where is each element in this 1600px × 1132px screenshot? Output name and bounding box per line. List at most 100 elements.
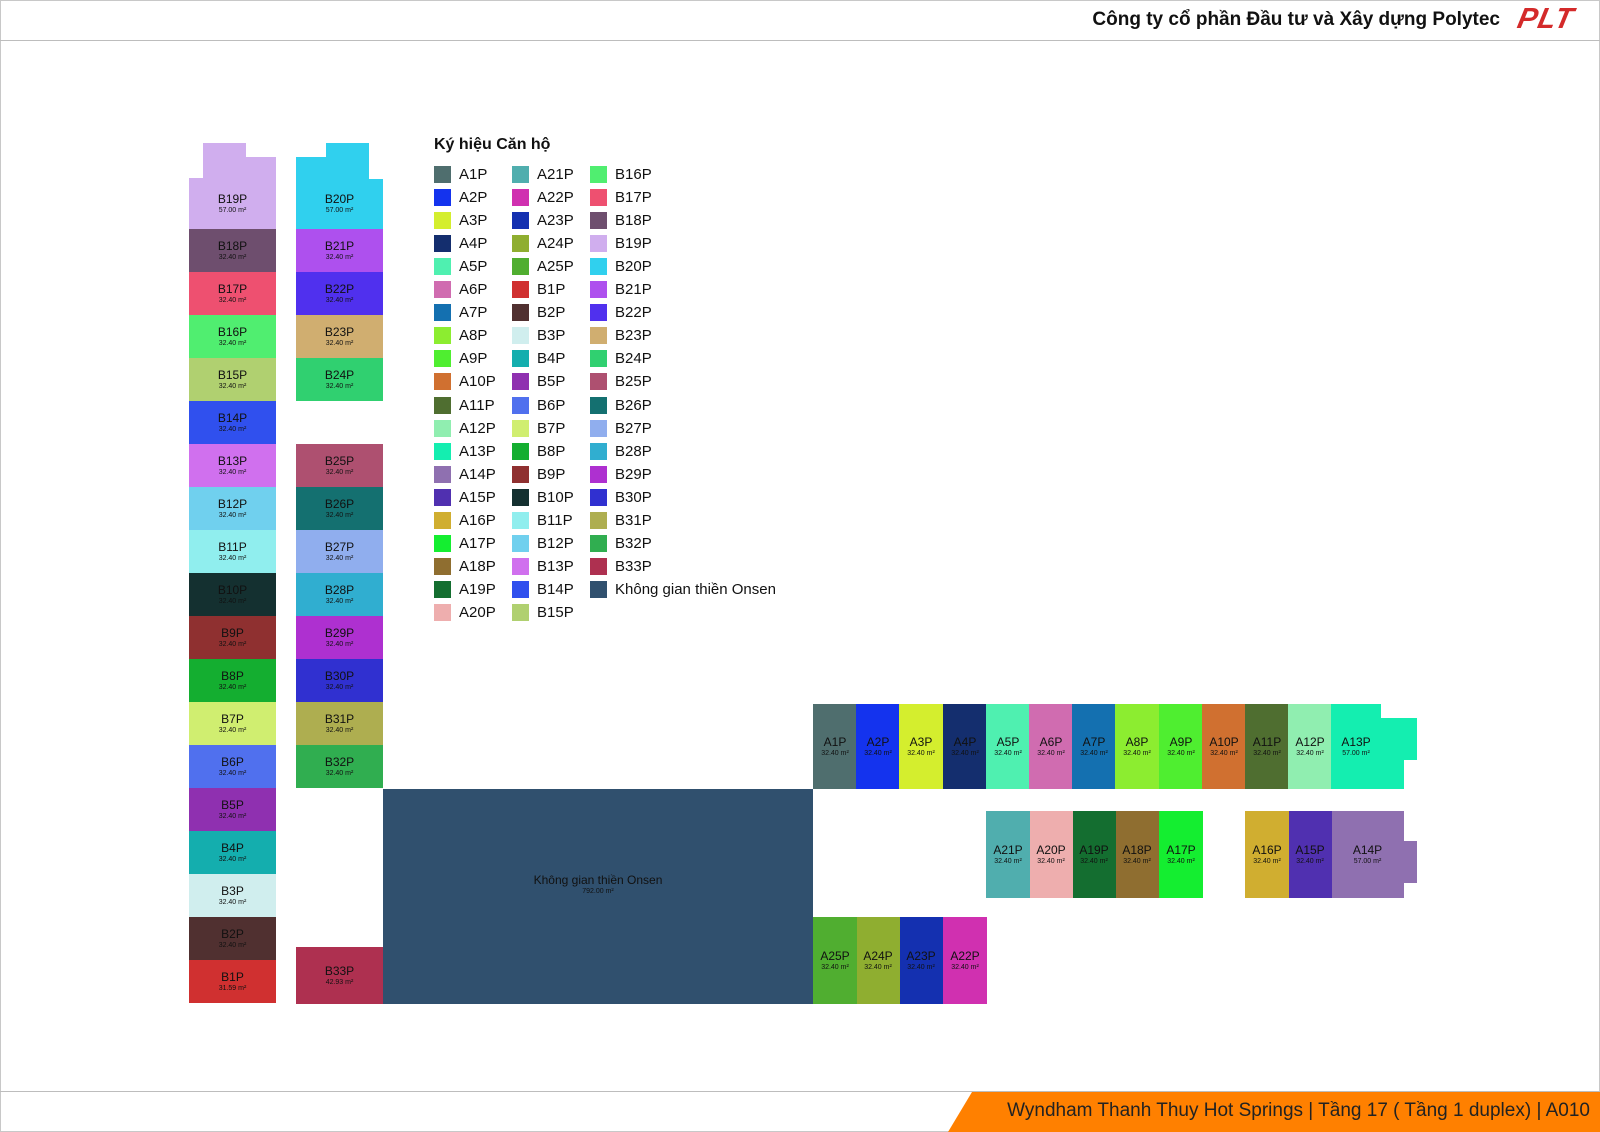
unit-text: B22P 32.40 m²: [296, 272, 383, 315]
logo-text: PLT: [1514, 3, 1578, 35]
unit-b28p[interactable]: B28P 32.40 m²: [296, 573, 383, 616]
unit-area: 32.40 m²: [325, 512, 354, 519]
legend-label: B31P: [615, 512, 652, 529]
unit-label: A22P: [950, 949, 980, 963]
unit-a20p[interactable]: A20P 32.40 m²: [1029, 811, 1073, 898]
unit-b15p[interactable]: B15P 32.40 m²: [189, 358, 276, 401]
unit-khong-gian-thien-onsen[interactable]: Không gian thiền Onsen 792.00 m²: [383, 789, 813, 1004]
legend-swatch: [512, 488, 529, 506]
legend-item-b12p: B12P: [512, 534, 574, 554]
unit-b33p[interactable]: B33P 42.93 m²: [296, 947, 383, 1004]
unit-label: B6P: [221, 755, 244, 769]
unit-b30p[interactable]: B30P 32.40 m²: [296, 659, 383, 702]
legend-swatch: [512, 558, 529, 576]
unit-a3p[interactable]: A3P 32.40 m²: [899, 704, 943, 789]
unit-b27p[interactable]: B27P 32.40 m²: [296, 530, 383, 573]
unit-b16p[interactable]: B16P 32.40 m²: [189, 315, 276, 358]
legend-item-b7p: B7P: [512, 418, 565, 438]
legend-label: A6P: [459, 281, 488, 298]
unit-b6p[interactable]: B6P 32.40 m²: [189, 745, 276, 788]
unit-b26p[interactable]: B26P 32.40 m²: [296, 487, 383, 530]
unit-label: A13P: [1341, 735, 1371, 749]
unit-a19p[interactable]: A19P 32.40 m²: [1072, 811, 1116, 898]
unit-a2p[interactable]: A2P 32.40 m²: [856, 704, 900, 789]
unit-area: 57.00 m²: [325, 207, 354, 214]
unit-b24p[interactable]: B24P 32.40 m²: [296, 358, 383, 401]
unit-b1p[interactable]: B1P 31.59 m²: [189, 960, 276, 1003]
unit-a13p[interactable]: A13P 57.00 m²: [1331, 704, 1417, 789]
unit-b9p[interactable]: B9P 32.40 m²: [189, 616, 276, 659]
unit-a4p[interactable]: A4P 32.40 m²: [943, 704, 987, 789]
unit-b31p[interactable]: B31P 32.40 m²: [296, 702, 383, 745]
unit-text: B5P 32.40 m²: [189, 788, 276, 831]
unit-a8p[interactable]: A8P 32.40 m²: [1115, 704, 1159, 789]
unit-b3p[interactable]: B3P 32.40 m²: [189, 874, 276, 917]
unit-text: A13P 57.00 m²: [1331, 704, 1381, 789]
unit-text: B12P 32.40 m²: [189, 487, 276, 530]
unit-a22p[interactable]: A22P 32.40 m²: [943, 917, 987, 1004]
unit-b10p[interactable]: B10P 32.40 m²: [189, 573, 276, 616]
unit-a11p[interactable]: A11P 32.40 m²: [1245, 704, 1289, 789]
unit-b21p[interactable]: B21P 32.40 m²: [296, 229, 383, 272]
unit-area: 32.40 m²: [325, 684, 354, 691]
unit-a17p[interactable]: A17P 32.40 m²: [1159, 811, 1203, 898]
unit-a18p[interactable]: A18P 32.40 m²: [1115, 811, 1159, 898]
unit-b25p[interactable]: B25P 32.40 m²: [296, 444, 383, 487]
unit-a6p[interactable]: A6P 32.40 m²: [1029, 704, 1073, 789]
unit-b12p[interactable]: B12P 32.40 m²: [189, 487, 276, 530]
unit-a14p[interactable]: A14P 57.00 m²: [1331, 811, 1417, 898]
unit-b23p[interactable]: B23P 32.40 m²: [296, 315, 383, 358]
unit-b18p[interactable]: B18P 32.40 m²: [189, 229, 276, 272]
unit-a10p[interactable]: A10P 32.40 m²: [1202, 704, 1246, 789]
legend-swatch: [590, 558, 607, 576]
legend-swatch: [434, 419, 451, 437]
unit-a15p[interactable]: A15P 32.40 m²: [1288, 811, 1332, 898]
unit-b20p[interactable]: B20P 57.00 m²: [296, 143, 383, 229]
unit-b19p[interactable]: B19P 57.00 m²: [189, 143, 276, 229]
legend-label: B17P: [615, 188, 652, 206]
unit-label: A15P: [1295, 843, 1325, 857]
unit-a16p[interactable]: A16P 32.40 m²: [1245, 811, 1289, 898]
unit-a5p[interactable]: A5P 32.40 m²: [986, 704, 1030, 789]
unit-b22p[interactable]: B22P 32.40 m²: [296, 272, 383, 315]
legend-label: Không gian thiền Onsen: [615, 581, 776, 599]
unit-label: A6P: [1039, 735, 1063, 749]
legend-swatch: [512, 188, 529, 206]
unit-a1p[interactable]: A1P 32.40 m²: [813, 704, 857, 789]
legend-item-a24p: A24P: [512, 233, 574, 253]
unit-b7p[interactable]: B7P 32.40 m²: [189, 702, 276, 745]
unit-a24p[interactable]: A24P 32.40 m²: [856, 917, 900, 1004]
unit-b14p[interactable]: B14P 32.40 m²: [189, 401, 276, 444]
legend-item-b32p: B32P: [590, 534, 652, 554]
unit-b8p[interactable]: B8P 32.40 m²: [189, 659, 276, 702]
legend-swatch: [434, 373, 451, 391]
unit-a9p[interactable]: A9P 32.40 m²: [1159, 704, 1203, 789]
legend-label: B9P: [537, 465, 566, 483]
unit-a12p[interactable]: A12P 32.40 m²: [1288, 704, 1332, 789]
legend-label: A25P: [537, 257, 574, 275]
unit-b17p[interactable]: B17P 32.40 m²: [189, 272, 276, 315]
unit-a21p[interactable]: A21P 32.40 m²: [986, 811, 1030, 898]
legend-swatch: [512, 304, 529, 322]
unit-b29p[interactable]: B29P 32.40 m²: [296, 616, 383, 659]
legend-label: B27P: [615, 419, 652, 437]
unit-b5p[interactable]: B5P 32.40 m²: [189, 788, 276, 831]
legend-item-a13p: A13P: [434, 441, 496, 461]
unit-text: B14P 32.40 m²: [189, 401, 276, 444]
unit-a7p[interactable]: A7P 32.40 m²: [1072, 704, 1116, 789]
legend-item-b33p: B33P: [590, 557, 652, 577]
unit-b4p[interactable]: B4P 32.40 m²: [189, 831, 276, 874]
unit-b32p[interactable]: B32P 32.40 m²: [296, 745, 383, 788]
unit-b11p[interactable]: B11P 32.40 m²: [189, 530, 276, 573]
unit-text: B33P 42.93 m²: [296, 947, 383, 1004]
unit-b13p[interactable]: B13P 32.40 m²: [189, 444, 276, 487]
unit-label: B20P: [324, 192, 355, 206]
unit-area: 31.59 m²: [218, 985, 247, 992]
unit-a25p[interactable]: A25P 32.40 m²: [813, 917, 857, 1004]
unit-b2p[interactable]: B2P 32.40 m²: [189, 917, 276, 960]
unit-label: B17P: [217, 282, 248, 296]
unit-area: 32.40 m²: [1037, 858, 1065, 865]
legend-swatch: [512, 373, 529, 391]
unit-a23p[interactable]: A23P 32.40 m²: [899, 917, 943, 1004]
unit-text: B7P 32.40 m²: [189, 702, 276, 745]
